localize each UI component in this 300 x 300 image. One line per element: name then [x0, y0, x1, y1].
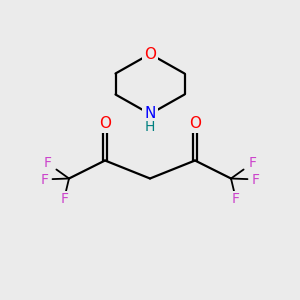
- Text: F: F: [252, 173, 260, 187]
- Text: F: F: [44, 156, 51, 170]
- Text: F: F: [232, 192, 239, 206]
- Text: N: N: [144, 106, 156, 122]
- Text: O: O: [144, 46, 156, 62]
- Text: F: F: [61, 192, 68, 206]
- Text: F: F: [40, 173, 48, 187]
- Text: F: F: [249, 156, 256, 170]
- Text: O: O: [189, 116, 201, 131]
- Text: H: H: [145, 120, 155, 134]
- Text: O: O: [99, 116, 111, 131]
